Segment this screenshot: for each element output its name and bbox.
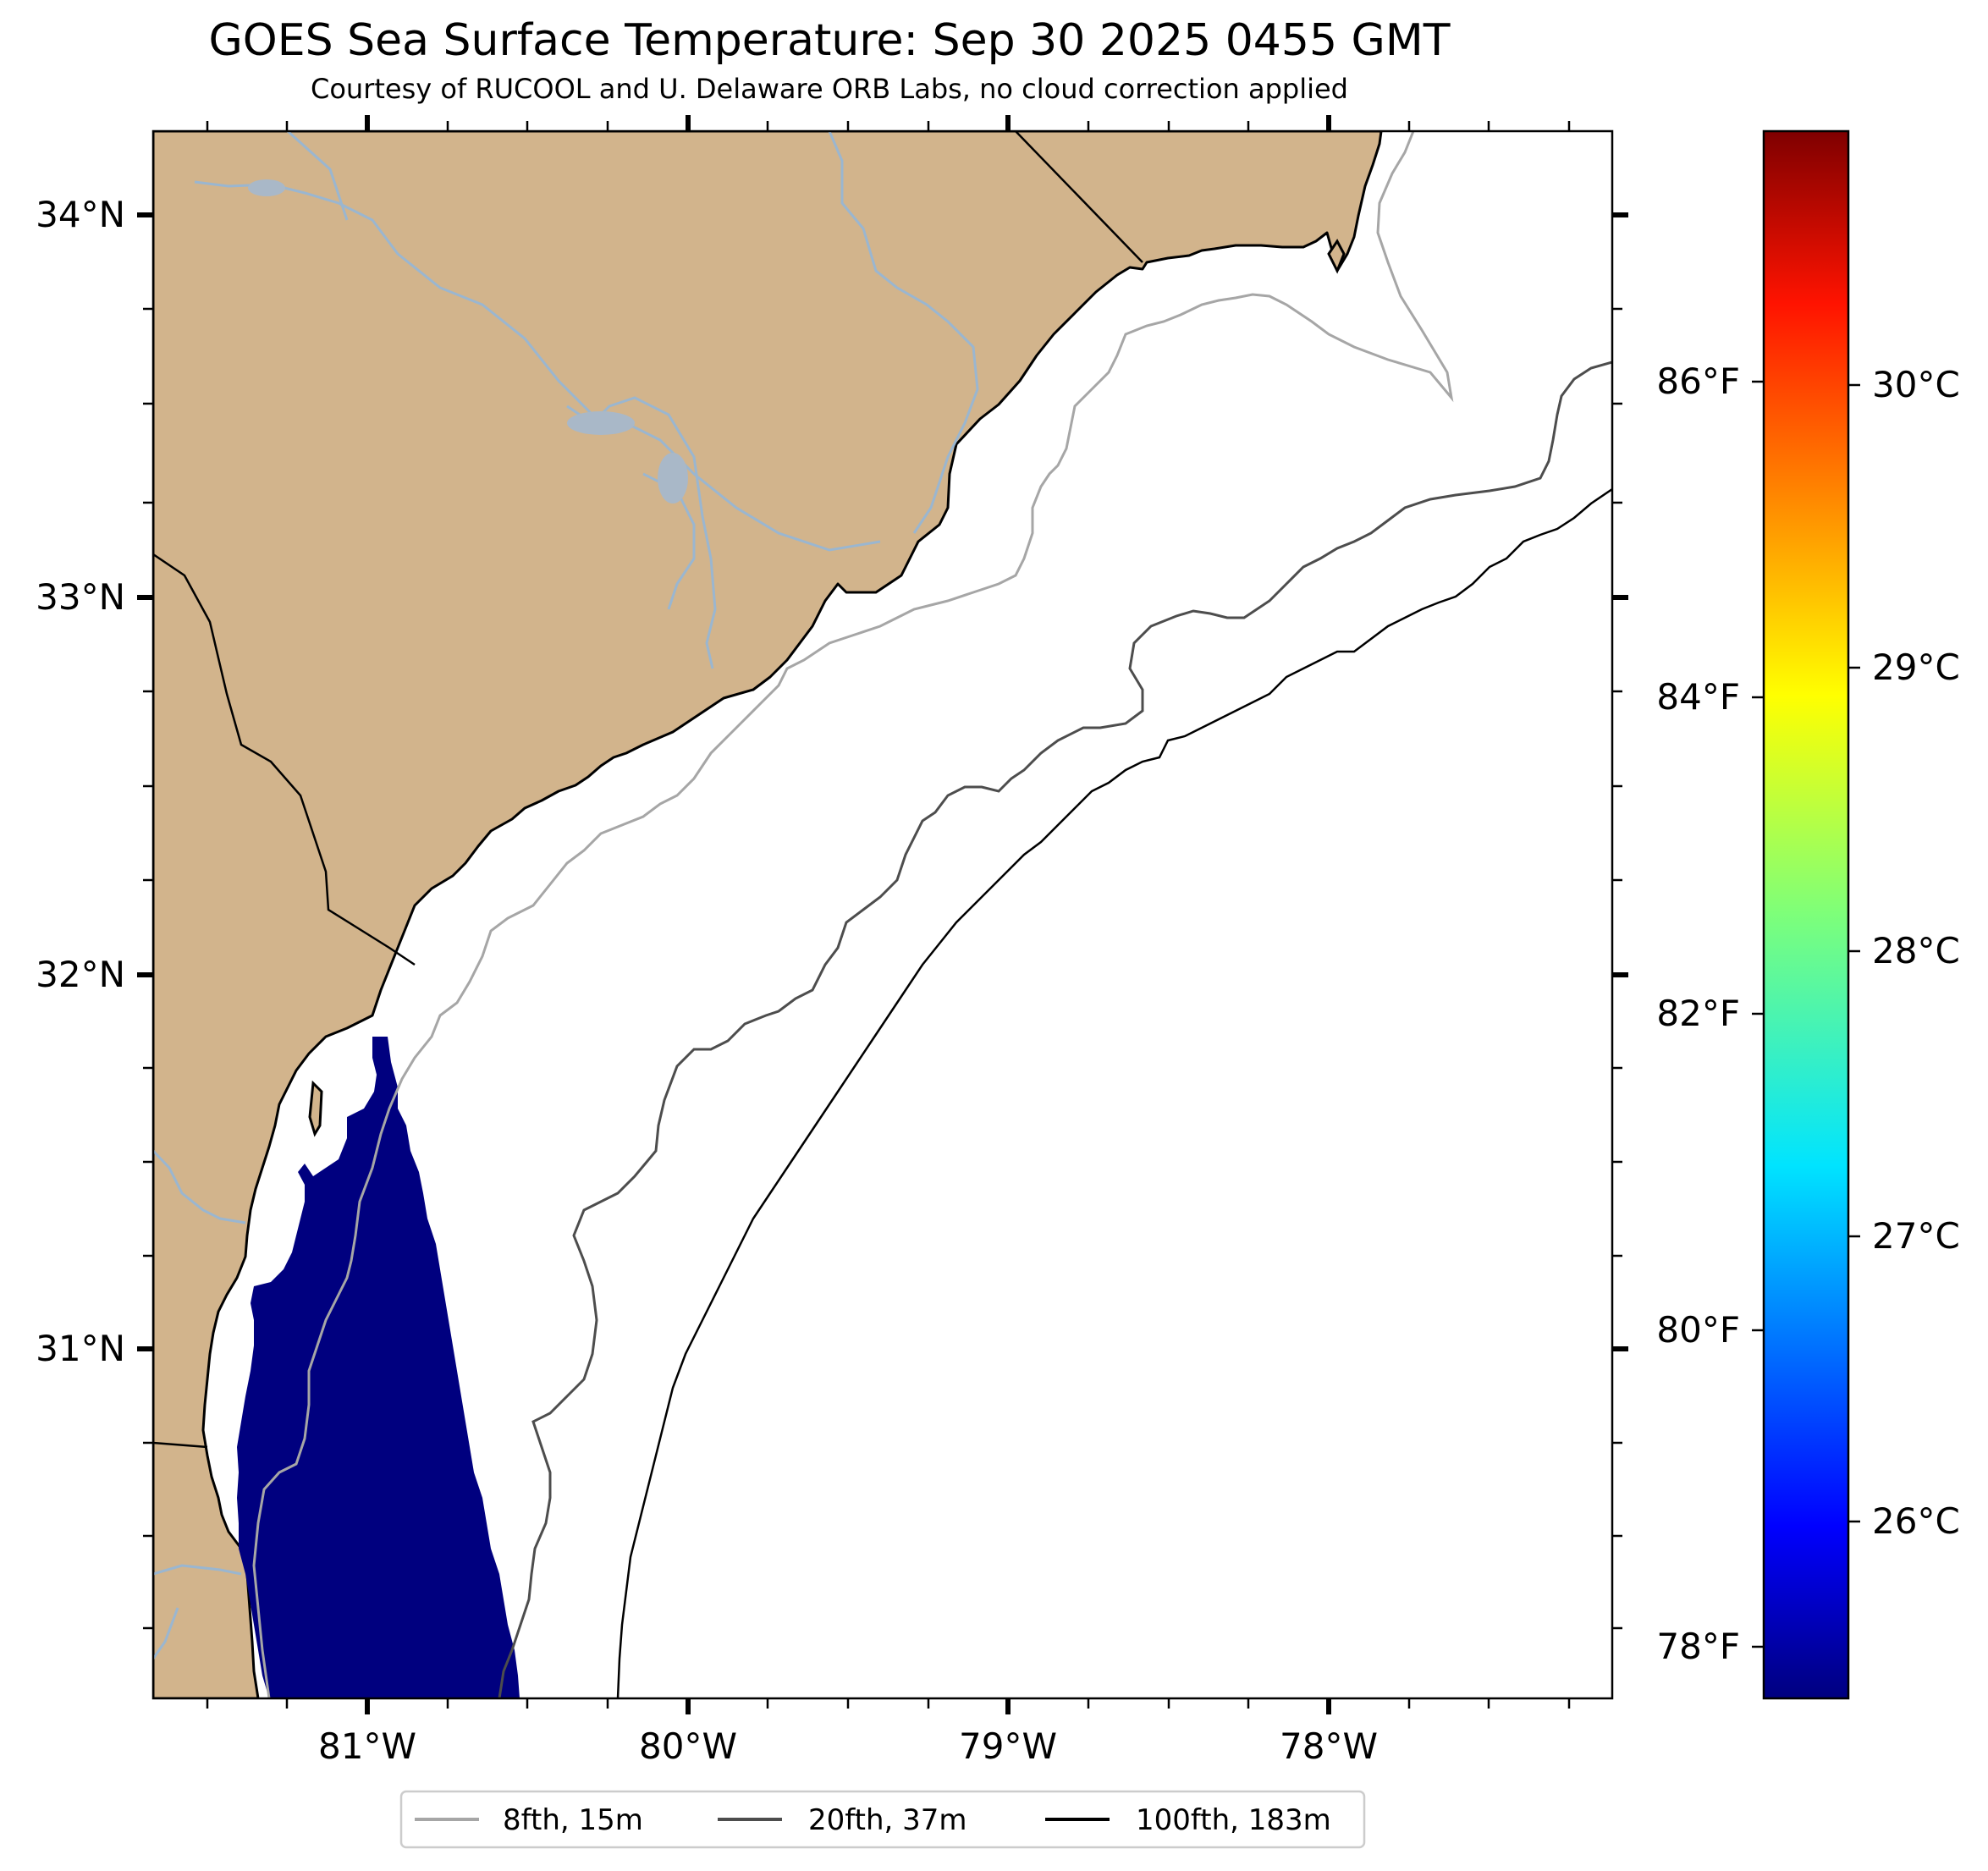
- map-panel: [153, 131, 1612, 1698]
- lat-label-34n: 34°N: [36, 194, 125, 235]
- lon-label-78w: 78°W: [1280, 1725, 1378, 1767]
- colorbar-f-label-80: 80°F: [1656, 1309, 1740, 1351]
- island-2: [308, 1080, 323, 1137]
- lat-minor-ticks: [143, 307, 1622, 1630]
- colorbar-gradient: [1762, 129, 1850, 1700]
- colorbar-f-label-84: 84°F: [1656, 676, 1740, 718]
- colorbar-c-label-29: 29°C: [1872, 647, 1960, 688]
- lat-label-32n: 32°N: [36, 954, 125, 995]
- map-subtitle: Courtesy of RUCOOL and U. Delaware ORB L…: [311, 73, 1348, 105]
- isobath-20fth: [498, 360, 1612, 1698]
- sst-data-region: [237, 1037, 520, 1698]
- colorbar-c-label-30: 30°C: [1872, 364, 1960, 405]
- colorbar-f-label-78: 78°F: [1656, 1626, 1740, 1667]
- colorbar-c-label-28: 28°C: [1872, 930, 1960, 971]
- colorbar-f-label-82: 82°F: [1656, 993, 1740, 1034]
- legend-label-100fth: 100fth, 183m: [1136, 1803, 1331, 1837]
- map-frame: [151, 129, 1614, 1700]
- isobath-100fth: [616, 487, 1612, 1698]
- lon-label-80w: 80°W: [639, 1725, 737, 1767]
- isobath-8fth: [252, 131, 1454, 1698]
- lake-moultrie: [658, 453, 688, 504]
- legend-label-8fth: 8fth, 15m: [503, 1803, 643, 1837]
- lat-major-ticks: [137, 212, 1628, 1351]
- lon-label-79w: 79°W: [959, 1725, 1057, 1767]
- legend-label-20fth: 20fth, 37m: [808, 1803, 967, 1837]
- map-title: GOES Sea Surface Temperature: Sep 30 202…: [208, 15, 1451, 66]
- lat-label-31n: 31°N: [36, 1328, 125, 1369]
- lake-marion: [567, 411, 635, 435]
- legend-box: [399, 1790, 1366, 1849]
- lake-small: [248, 179, 285, 196]
- colorbar-c-label-27: 27°C: [1872, 1215, 1960, 1257]
- lon-minor-ticks: [206, 121, 1571, 1709]
- lat-label-33n: 33°N: [36, 576, 125, 618]
- colorbar: 30°C 29°C 28°C 27°C 26°C 86°F 84°F 82°F …: [1656, 129, 1960, 1700]
- island-1: [1327, 239, 1346, 274]
- land-mass: [153, 131, 1383, 1698]
- lon-label-81w: 81°W: [318, 1725, 416, 1767]
- state-borders: [153, 131, 1143, 1449]
- colorbar-c-label-26: 26°C: [1872, 1500, 1960, 1542]
- isobath-legend: 8fth, 15m 20fth, 37m 100fth, 183m: [399, 1790, 1366, 1849]
- colorbar-f-label-86: 86°F: [1656, 360, 1740, 402]
- lon-major-ticks: [365, 115, 1331, 1714]
